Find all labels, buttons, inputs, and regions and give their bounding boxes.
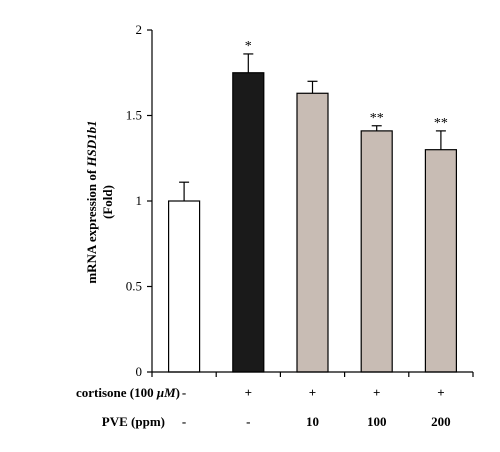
- y-axis-title-prefix: mRNA expression of: [84, 167, 99, 284]
- error-bars: [179, 53, 446, 201]
- condition-values: - + + + + - - 10 100 200: [182, 385, 451, 429]
- condition-value: 200: [431, 414, 451, 429]
- condition-value: -: [246, 414, 250, 429]
- y-axis-title-unit: (Fold): [100, 185, 115, 219]
- cortisone-label-unit: μM: [156, 385, 176, 400]
- cortisone-label-prefix: cortisone (100: [76, 385, 157, 400]
- y-axis-ticks: 0 0.5 1 1.5 2: [126, 22, 474, 379]
- bar: [168, 200, 201, 373]
- condition-row-label-cortisone: cortisone (100 μM): [76, 385, 180, 400]
- cortisone-label-suffix: ): [176, 385, 180, 400]
- y-tick-label: 1: [136, 193, 143, 208]
- bars: [168, 72, 457, 373]
- bar: [296, 92, 329, 373]
- bar: [360, 130, 393, 373]
- condition-value: +: [309, 385, 316, 400]
- y-tick-label: 1.5: [126, 108, 142, 123]
- bar: [232, 72, 265, 373]
- significance-marks: *** **: [245, 39, 448, 131]
- condition-value: -: [182, 414, 186, 429]
- condition-value: 100: [367, 414, 387, 429]
- bar: [424, 149, 457, 373]
- y-tick-label: 2: [136, 22, 143, 37]
- y-axis-title-gene: HSD1b1: [84, 120, 99, 167]
- significance-mark: **: [370, 111, 384, 126]
- condition-value: -: [182, 385, 186, 400]
- condition-value: +: [437, 385, 444, 400]
- condition-row-label-pve: PVE (ppm): [102, 414, 165, 429]
- y-tick-label: 0: [136, 364, 143, 379]
- condition-value: +: [245, 385, 252, 400]
- y-axis-title: mRNA expression of HSD1b1: [84, 120, 99, 283]
- significance-mark: **: [434, 116, 448, 131]
- condition-value: +: [373, 385, 380, 400]
- significance-mark: *: [245, 39, 252, 54]
- condition-value: 10: [306, 414, 319, 429]
- y-tick-label: 0.5: [126, 279, 142, 294]
